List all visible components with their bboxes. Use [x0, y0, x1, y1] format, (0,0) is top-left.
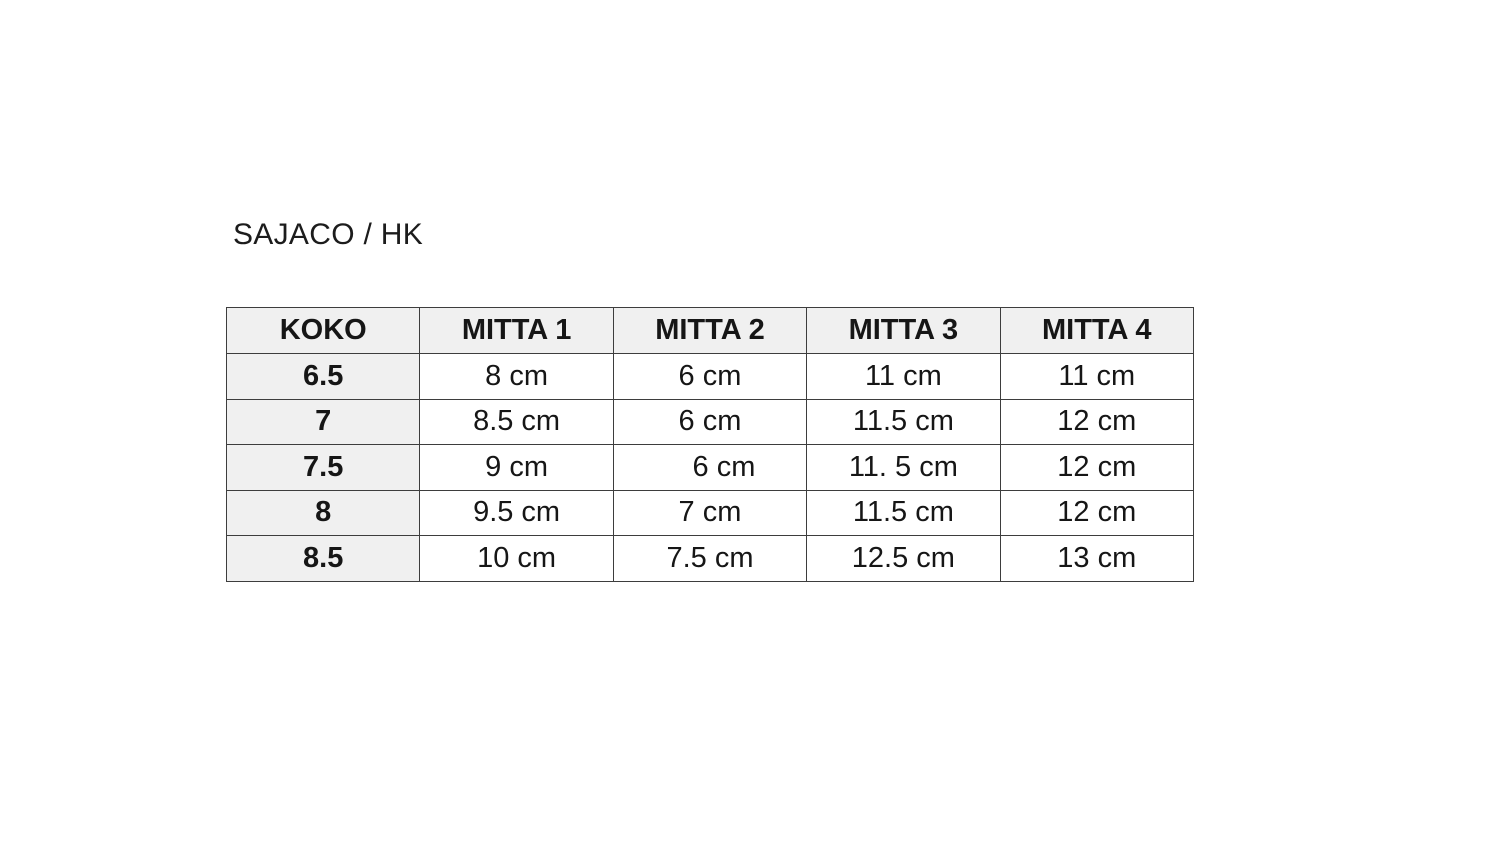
- column-header-mitta-3: MITTA 3: [806, 307, 1001, 354]
- measure-cell-mitta-1: 8 cm: [419, 353, 614, 400]
- measure-cell-mitta-3: 11 cm: [806, 353, 1001, 400]
- measure-cell-mitta-4: 13 cm: [999, 535, 1195, 582]
- size-cell: 6.5: [225, 353, 421, 400]
- measure-cell-mitta-1: 9.5 cm: [419, 489, 614, 536]
- table-row-size-7-5: 7.5 9 cm 6 cm 11. 5 cm 12 cm: [225, 444, 1195, 491]
- table-row-size-6-5: 6.5 8 cm 6 cm 11 cm 11 cm: [225, 353, 1195, 400]
- measure-cell-mitta-3: 11.5 cm: [806, 489, 1001, 536]
- measure-cell-mitta-4: 12 cm: [999, 489, 1195, 536]
- table-row-size-8-5: 8.5 10 cm 7.5 cm 12.5 cm 13 cm: [225, 535, 1195, 582]
- measure-cell-mitta-2: 6 cm: [612, 398, 808, 445]
- size-cell: 7.5: [225, 444, 421, 491]
- measure-cell-mitta-4: 12 cm: [999, 398, 1195, 445]
- column-header-koko: KOKO: [225, 307, 421, 354]
- size-table: KOKO MITTA 1 MITTA 2 MITTA 3 MITTA 4 6.5…: [225, 307, 1195, 582]
- table-row-size-7: 7 8.5 cm 6 cm 11.5 cm 12 cm: [225, 398, 1195, 445]
- measure-cell-mitta-3: 12.5 cm: [806, 535, 1001, 582]
- size-cell: 7: [225, 398, 421, 445]
- column-header-mitta-1: MITTA 1: [419, 307, 614, 354]
- document-title: SAJACO / HK: [233, 218, 424, 251]
- measure-cell-mitta-2: 7 cm: [612, 489, 808, 536]
- measure-cell-mitta-1: 9 cm: [419, 444, 614, 491]
- measure-cell-mitta-3: 11. 5 cm: [806, 444, 1001, 491]
- measure-cell-mitta-1: 10 cm: [419, 535, 614, 582]
- measure-cell-mitta-2: 6 cm: [612, 353, 808, 400]
- size-cell: 8.5: [225, 535, 421, 582]
- measure-cell-mitta-1: 8.5 cm: [419, 398, 614, 445]
- column-header-mitta-4: MITTA 4: [999, 307, 1195, 354]
- measure-cell-mitta-3: 11.5 cm: [806, 398, 1001, 445]
- table-header-row: KOKO MITTA 1 MITTA 2 MITTA 3 MITTA 4: [225, 307, 1195, 354]
- column-header-mitta-2: MITTA 2: [612, 307, 808, 354]
- measure-cell-mitta-4: 11 cm: [999, 353, 1195, 400]
- measure-cell-mitta-2: 6 cm: [612, 444, 808, 491]
- size-cell: 8: [225, 489, 421, 536]
- table-row-size-8: 8 9.5 cm 7 cm 11.5 cm 12 cm: [225, 489, 1195, 536]
- measure-cell-mitta-2: 7.5 cm: [612, 535, 808, 582]
- measure-cell-mitta-4: 12 cm: [999, 444, 1195, 491]
